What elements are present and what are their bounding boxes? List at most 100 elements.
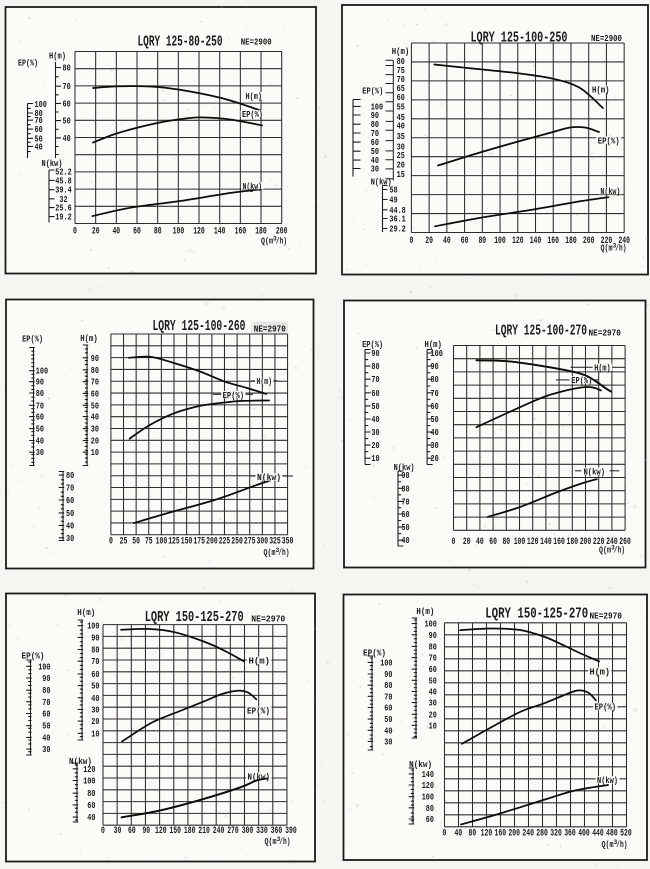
svg-text:52.2: 52.2 bbox=[55, 166, 72, 177]
svg-text:100: 100 bbox=[156, 537, 168, 548]
svg-text:100: 100 bbox=[422, 792, 435, 803]
svg-text:60: 60 bbox=[91, 388, 99, 399]
svg-text:50: 50 bbox=[401, 522, 409, 533]
svg-text:240: 240 bbox=[618, 236, 630, 247]
svg-text:275: 275 bbox=[244, 537, 256, 548]
svg-text:29.2: 29.2 bbox=[389, 224, 406, 235]
svg-text:30: 30 bbox=[91, 424, 99, 435]
svg-text:N(kw): N(kw) bbox=[69, 757, 92, 767]
svg-text:120: 120 bbox=[512, 236, 524, 247]
svg-text:3: 3 bbox=[277, 836, 281, 843]
svg-text:40: 40 bbox=[36, 436, 44, 447]
svg-text:3: 3 bbox=[273, 236, 277, 243]
svg-text:H(m): H(m) bbox=[590, 667, 611, 677]
svg-text:25.6: 25.6 bbox=[55, 203, 72, 214]
svg-text:15: 15 bbox=[397, 169, 405, 180]
svg-text:240: 240 bbox=[606, 537, 618, 548]
svg-text:40: 40 bbox=[443, 236, 451, 247]
svg-text:40: 40 bbox=[397, 121, 405, 132]
svg-text:70: 70 bbox=[384, 691, 392, 702]
svg-text:220: 220 bbox=[593, 537, 605, 548]
svg-text:100: 100 bbox=[514, 537, 526, 548]
svg-text:H(m): H(m) bbox=[246, 92, 263, 102]
svg-text:60: 60 bbox=[35, 124, 43, 135]
svg-text:30: 30 bbox=[431, 440, 439, 451]
svg-text:NE=2970: NE=2970 bbox=[589, 611, 622, 622]
svg-text:320: 320 bbox=[550, 829, 562, 840]
svg-text:90: 90 bbox=[36, 377, 44, 388]
svg-text:260: 260 bbox=[619, 537, 631, 548]
svg-text:180: 180 bbox=[255, 227, 267, 238]
svg-text:140: 140 bbox=[530, 236, 542, 247]
svg-text:100: 100 bbox=[38, 661, 51, 672]
svg-text:30: 30 bbox=[371, 427, 379, 438]
svg-text:80: 80 bbox=[426, 803, 434, 814]
svg-text:350: 350 bbox=[282, 537, 294, 548]
svg-text:330: 330 bbox=[256, 826, 268, 837]
svg-text:H(m): H(m) bbox=[592, 85, 610, 95]
svg-text:20: 20 bbox=[431, 453, 439, 464]
svg-text:100: 100 bbox=[380, 657, 393, 668]
svg-text:200: 200 bbox=[276, 227, 288, 238]
svg-text:N(kw): N(kw) bbox=[257, 473, 281, 483]
svg-text:70: 70 bbox=[431, 388, 439, 399]
svg-text:75: 75 bbox=[397, 65, 405, 76]
svg-text:180: 180 bbox=[184, 826, 196, 837]
svg-text:200: 200 bbox=[580, 537, 592, 548]
svg-text:160: 160 bbox=[547, 236, 559, 247]
svg-text:20: 20 bbox=[425, 236, 433, 247]
svg-text:NE=2970: NE=2970 bbox=[588, 328, 621, 339]
svg-text:45.8: 45.8 bbox=[55, 175, 72, 186]
svg-text:EP(%): EP(%) bbox=[247, 706, 270, 716]
svg-text:160: 160 bbox=[235, 227, 247, 238]
svg-text:100: 100 bbox=[83, 776, 96, 787]
svg-text:0: 0 bbox=[443, 829, 447, 840]
svg-text:EP(%): EP(%) bbox=[223, 391, 245, 401]
svg-text:40: 40 bbox=[401, 535, 409, 546]
svg-text:Q(m: Q(m bbox=[601, 243, 613, 254]
svg-text:H(m): H(m) bbox=[49, 52, 66, 62]
svg-text:35: 35 bbox=[397, 131, 405, 142]
svg-text:90: 90 bbox=[91, 632, 99, 643]
svg-text:EP(%): EP(%) bbox=[18, 59, 38, 69]
svg-text:180: 180 bbox=[567, 537, 579, 548]
svg-text:80: 80 bbox=[154, 227, 162, 238]
svg-text:50: 50 bbox=[91, 400, 99, 411]
svg-text:70: 70 bbox=[42, 697, 50, 708]
svg-text:10: 10 bbox=[371, 453, 379, 464]
svg-text:60: 60 bbox=[66, 495, 74, 506]
svg-text:0: 0 bbox=[101, 826, 105, 837]
svg-text:/h): /h) bbox=[615, 243, 626, 254]
svg-text:LQRY 125-80-250: LQRY 125-80-250 bbox=[138, 35, 223, 51]
svg-text:140: 140 bbox=[422, 769, 435, 780]
svg-text:30: 30 bbox=[429, 698, 437, 709]
svg-text:80: 80 bbox=[91, 645, 99, 656]
svg-text:0: 0 bbox=[109, 537, 113, 548]
svg-text:40: 40 bbox=[91, 412, 99, 423]
svg-text:40: 40 bbox=[112, 227, 120, 238]
svg-text:50: 50 bbox=[431, 414, 439, 425]
svg-text:325: 325 bbox=[269, 537, 281, 548]
svg-text:0: 0 bbox=[73, 227, 77, 238]
svg-text:49: 49 bbox=[389, 195, 397, 206]
svg-text:50: 50 bbox=[35, 133, 43, 144]
svg-text:60: 60 bbox=[36, 412, 44, 423]
svg-text:60: 60 bbox=[42, 709, 50, 720]
svg-text:50: 50 bbox=[371, 146, 379, 157]
svg-text:0: 0 bbox=[409, 236, 413, 247]
svg-text:50: 50 bbox=[371, 401, 379, 412]
svg-text:30: 30 bbox=[371, 164, 379, 175]
svg-text:100: 100 bbox=[87, 621, 100, 632]
svg-text:N(kw): N(kw) bbox=[409, 760, 432, 770]
svg-text:200: 200 bbox=[583, 236, 595, 247]
svg-text:80: 80 bbox=[66, 470, 74, 481]
svg-text:EP(%): EP(%) bbox=[595, 703, 617, 713]
svg-text:180: 180 bbox=[565, 236, 577, 247]
svg-text:36.1: 36.1 bbox=[389, 214, 406, 225]
svg-text:30: 30 bbox=[66, 533, 74, 544]
svg-text:90: 90 bbox=[91, 353, 99, 364]
svg-text:400: 400 bbox=[578, 829, 590, 840]
svg-text:60: 60 bbox=[426, 814, 434, 825]
svg-text:60: 60 bbox=[489, 537, 497, 548]
svg-text:225: 225 bbox=[219, 537, 231, 548]
